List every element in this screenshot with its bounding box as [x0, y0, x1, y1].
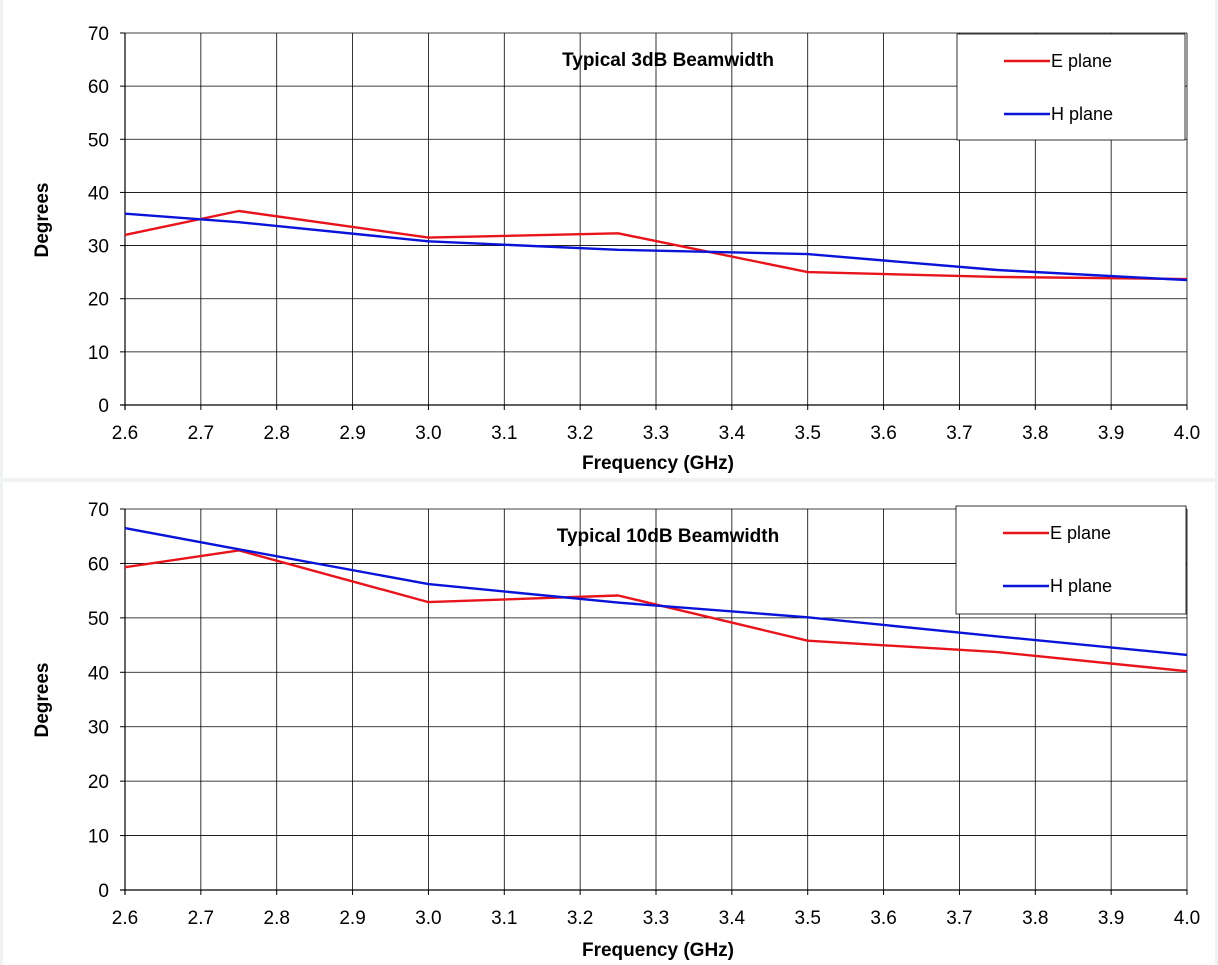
x-tick-label: 2.6 — [112, 908, 138, 929]
x-axis-title: Frequency (GHz) — [582, 453, 734, 474]
y-tick-label: 70 — [88, 24, 109, 45]
y-tick-label: 50 — [88, 130, 109, 151]
x-tick-label: 3.7 — [946, 908, 972, 929]
x-tick-label: 2.8 — [264, 423, 290, 444]
y-tick-label: 40 — [88, 663, 109, 684]
grid — [124, 32, 1188, 406]
legend-box — [956, 33, 1186, 141]
y-tick-label: 20 — [88, 772, 109, 793]
x-tick-label: 3.8 — [1022, 908, 1048, 929]
y-tick-label: 30 — [88, 718, 109, 739]
legend-label-e-plane: E plane — [1050, 523, 1111, 543]
x-tick-label: 3.4 — [719, 908, 746, 929]
x-tick-label: 4.0 — [1174, 908, 1200, 929]
x-axis-title: Frequency (GHz) — [582, 940, 734, 961]
y-tick-label: 0 — [98, 881, 109, 902]
x-tick-label: 2.9 — [339, 423, 365, 444]
x-tick-label: 3.0 — [415, 908, 441, 929]
series-line-h-plane — [124, 212, 1188, 282]
x-tick-label: 2.6 — [112, 423, 138, 444]
x-tick-label: 3.2 — [567, 908, 593, 929]
y-axis-title: Degrees — [32, 663, 53, 738]
y-tick-label: 20 — [88, 290, 109, 311]
x-tick-label: 3.2 — [567, 423, 593, 444]
y-tick-label: 30 — [88, 237, 109, 258]
y-tick-label: 50 — [88, 609, 109, 630]
tick-labels: 0 10 20 30 40 50 60 70 2.6 2.7 2.8 2.9 3.0 3.1 3.2 3.3 3… — [88, 500, 1200, 929]
x-tick-label: 3.1 — [491, 908, 517, 929]
series-line-h-plane — [124, 526, 1188, 657]
x-tick-label: 3.5 — [795, 908, 821, 929]
x-tick-label: 3.6 — [870, 908, 896, 929]
left-edge — [0, 0, 3, 965]
right-edge — [1215, 0, 1218, 965]
y-tick-label: 40 — [88, 183, 109, 204]
legend-label-h-plane: H plane — [1050, 576, 1112, 596]
legend: E plane H plane — [956, 33, 1186, 141]
x-tick-label: 3.4 — [719, 423, 746, 444]
chart-title: Typical 3dB Beamwidth — [562, 50, 774, 71]
chart-panel-10db: 0 10 20 30 40 50 60 70 2.6 2.7 2.8 2.9 3.0 3.1 3.2 3.3 3… — [0, 482, 1218, 965]
legend-label-h-plane: H plane — [1051, 104, 1113, 124]
x-tick-label: 2.7 — [188, 423, 214, 444]
legend: E plane H plane — [955, 505, 1187, 615]
x-tick-label: 3.9 — [1098, 423, 1124, 444]
y-tick-label: 60 — [88, 554, 109, 575]
x-tick-label: 3.8 — [1022, 423, 1048, 444]
legend-box — [955, 505, 1187, 615]
chart-title: Typical 10dB Beamwidth — [557, 526, 779, 547]
x-tick-label: 3.7 — [946, 423, 972, 444]
beamwidth-10db-chart: 0 10 20 30 40 50 60 70 2.6 2.7 2.8 2.9 3.0 3.1 3.2 3.3 3… — [32, 500, 1200, 961]
y-tick-label: 0 — [98, 396, 109, 417]
x-tick-label: 3.6 — [870, 423, 896, 444]
tick-labels: 0 10 20 30 40 50 60 70 2.6 2.7 2.8 2.9 3.0 3.1 3.2 3.3 3… — [88, 24, 1200, 444]
x-tick-label: 3.3 — [643, 423, 669, 444]
x-tick-label: 3.0 — [415, 423, 441, 444]
x-tick-label: 4.0 — [1174, 423, 1200, 444]
x-tick-label: 3.9 — [1098, 908, 1124, 929]
series-line-e-plane — [124, 209, 1188, 281]
x-tick-label: 2.9 — [339, 908, 365, 929]
y-tick-label: 10 — [88, 343, 109, 364]
y-tick-label: 60 — [88, 77, 109, 98]
y-tick-label: 10 — [88, 827, 109, 848]
chart-panel-3db: 0 10 20 30 40 50 60 70 2.6 2.7 2.8 2.9 3.0 3.1 3.2 3.3 3… — [0, 0, 1218, 478]
beamwidth-3db-chart: 0 10 20 30 40 50 60 70 2.6 2.7 2.8 2.9 3.0 3.1 3.2 3.3 3… — [32, 24, 1200, 474]
x-tick-label: 3.5 — [795, 423, 821, 444]
y-tick-label: 70 — [88, 500, 109, 521]
legend-label-e-plane: E plane — [1051, 51, 1112, 71]
x-tick-label: 3.3 — [643, 908, 669, 929]
x-tick-label: 2.8 — [264, 908, 290, 929]
panel-divider — [0, 478, 1218, 482]
y-axis-title: Degrees — [32, 183, 53, 258]
x-tick-label: 3.1 — [491, 423, 517, 444]
x-tick-label: 2.7 — [188, 908, 214, 929]
